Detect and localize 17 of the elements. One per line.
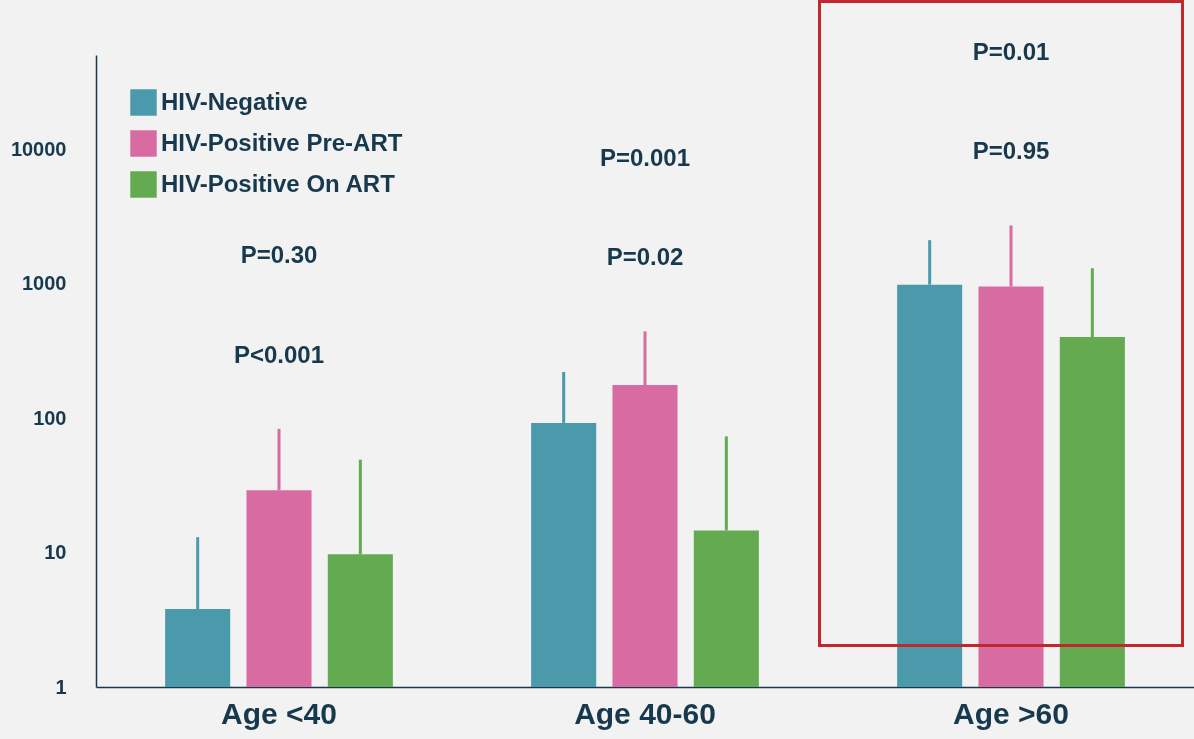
annotation: P=0.30 [240,241,318,269]
y-tick-label: 10000 [10,137,67,160]
annotation: P=0.95 [972,137,1050,165]
y-tick-label: 1 [55,675,67,698]
legend-label: HIV-Positive Pre-ART [161,128,403,156]
y-tick-label: 1000 [22,272,67,295]
annotation: P=0.02 [606,243,684,271]
annotation: P=0.01 [972,37,1050,65]
y-tick-label: 100 [33,406,67,429]
annotation: P<0.001 [233,340,325,368]
x-tick-label: Age >60 [953,696,1069,730]
legend-label: HIV-Negative [161,87,308,115]
annotation: P=0.001 [599,143,691,171]
y-tick-label: 10 [44,541,67,563]
legend-label: HIV-Positive On ART [161,169,396,197]
x-tick-label: Age 40-60 [574,696,716,730]
x-tick-label: Age <40 [221,696,337,730]
